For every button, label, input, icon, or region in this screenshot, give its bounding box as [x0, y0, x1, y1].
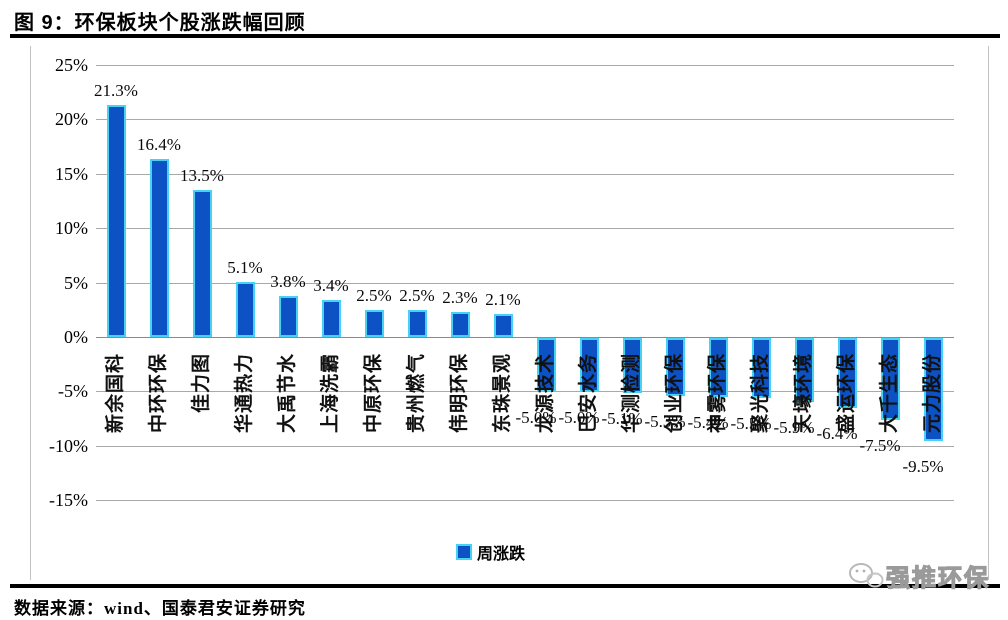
- gridline: [96, 391, 954, 393]
- bar-value-label: 3.4%: [313, 276, 349, 295]
- gridline: [96, 500, 954, 502]
- gridline: [96, 119, 954, 121]
- watermark-text: 强推环保: [885, 564, 990, 592]
- bar: [407, 309, 427, 337]
- legend-swatch-icon: [456, 544, 472, 560]
- bar: [235, 281, 255, 337]
- bar-value-label: 3.8%: [270, 271, 306, 291]
- gridline: [96, 282, 954, 284]
- bar: [106, 105, 126, 337]
- category-label: 中原环保: [363, 353, 384, 434]
- bottom-rule: [10, 584, 1000, 588]
- bar: [665, 338, 685, 396]
- bar-value-label: -5.3%: [644, 411, 686, 431]
- y-tick-label: 20%: [55, 109, 88, 130]
- y-tick-label: 25%: [55, 55, 88, 75]
- bar-value-label: -5.9%: [773, 418, 815, 438]
- wechat-logo-icon: [849, 562, 884, 587]
- bar-value-label: 21.3%: [94, 81, 138, 101]
- gridline: [96, 445, 954, 447]
- category-label: 大禹节水: [277, 353, 298, 434]
- gridline: [96, 337, 954, 338]
- bar: [278, 295, 298, 337]
- category-label: 中环环保: [148, 353, 169, 434]
- bar: [837, 338, 857, 408]
- chart-panel-border-right: [988, 46, 989, 580]
- category-label: 新余国科: [105, 353, 126, 434]
- bar: [622, 338, 642, 394]
- bar-value-label: -5.0%: [515, 408, 557, 428]
- data-source-text: 数据来源：wind、国泰君安证券研究: [14, 599, 306, 618]
- gridline: [96, 65, 954, 66]
- y-tick-label: -5%: [58, 381, 88, 402]
- y-tick-label: 0%: [64, 327, 88, 347]
- gridline: [96, 173, 954, 175]
- bar: [364, 309, 384, 337]
- bar-value-label: -9.5%: [902, 457, 944, 477]
- bar-value-label: -7.5%: [859, 435, 901, 455]
- bar: [321, 300, 341, 337]
- bar: [579, 338, 599, 393]
- bar-value-label: 5.1%: [227, 257, 263, 277]
- category-label: 华通热力: [234, 353, 255, 434]
- bar-value-label: 2.5%: [399, 285, 435, 305]
- bar-value-label: 2.3%: [442, 287, 478, 307]
- bar-value-label: 2.1%: [485, 290, 521, 310]
- category-label: 伟明环保: [449, 353, 470, 434]
- category-label: 上海洗霸: [320, 353, 341, 434]
- bar-value-label: 2.5%: [356, 285, 392, 305]
- legend-label: 周涨跌: [477, 546, 526, 563]
- bar: [493, 314, 513, 337]
- category-label: 盛运环保: [836, 353, 857, 434]
- bar-value-label: -5.5%: [730, 413, 772, 433]
- bar-value-label: -5.4%: [687, 412, 729, 432]
- watermark: 强推环保: [846, 558, 990, 593]
- bar: [923, 338, 943, 442]
- bar: [708, 338, 728, 397]
- y-tick-label: 5%: [64, 272, 88, 293]
- bar: [880, 338, 900, 420]
- bar-value-label: 13.5%: [180, 166, 224, 186]
- bar: [751, 338, 771, 398]
- bar: [536, 338, 556, 393]
- chart-panel-border-left: [30, 46, 31, 580]
- figure-title: 图 9：环保板块个股涨跌幅回顾: [14, 12, 306, 34]
- category-label: 佳力图: [191, 353, 212, 414]
- bar-value-label: -5.0%: [558, 408, 600, 428]
- bar: [149, 158, 169, 337]
- bar-value-label: -5.1%: [601, 409, 643, 429]
- bar-value-label: -6.4%: [816, 423, 858, 443]
- category-label: 贵州燃气: [406, 353, 427, 434]
- bar: [794, 338, 814, 403]
- gridline: [96, 228, 954, 230]
- bar-value-label: 16.4%: [137, 134, 181, 154]
- bar: [192, 190, 212, 337]
- chart-legend: 周涨跌: [456, 540, 525, 564]
- y-tick-label: -15%: [49, 490, 88, 511]
- title-rule: [10, 34, 1000, 38]
- y-tick-label: 10%: [55, 218, 88, 239]
- y-tick-label: -10%: [49, 435, 88, 456]
- bar: [450, 311, 470, 337]
- y-tick-label: 15%: [55, 163, 88, 184]
